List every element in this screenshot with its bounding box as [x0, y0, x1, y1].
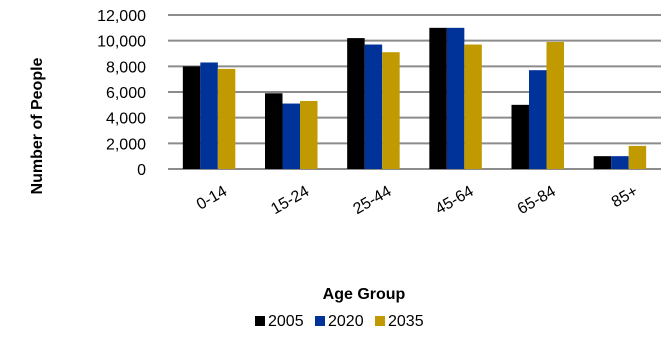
- legend-swatch-2035: [375, 316, 385, 326]
- bar-2020-0-14: [200, 62, 218, 169]
- bar-2020-15-24: [282, 103, 300, 169]
- bar-2035-15-24: [300, 100, 318, 169]
- bar-2020-45-64: [446, 27, 465, 170]
- x-tick-label: 45-64: [433, 183, 477, 218]
- bar-2020-85+: [611, 156, 629, 169]
- y-axis-title: Number of People: [29, 57, 46, 194]
- legend-swatch-2020: [315, 316, 325, 326]
- x-tick-label: 25-44: [350, 183, 394, 218]
- legend-label: 2005: [268, 313, 304, 330]
- legend-label: 2035: [388, 313, 424, 330]
- bar-2005-15-24: [265, 93, 283, 169]
- bar-2035-25-44: [382, 52, 400, 169]
- bar-2035-65-84: [546, 41, 564, 170]
- x-tick-label: 85+: [609, 183, 641, 211]
- bar-2005-85+: [593, 156, 612, 169]
- bars: [182, 27, 647, 170]
- y-tick-label: 10,000: [97, 34, 146, 51]
- y-tick-label: 4,000: [106, 111, 146, 128]
- x-tick-label: 15-24: [268, 183, 312, 218]
- legend: 2005 2020 2035: [255, 313, 424, 330]
- y-tick-label: 6,000: [106, 85, 146, 102]
- legend-swatch-2005: [255, 316, 265, 326]
- bar-2005-25-44: [347, 38, 365, 169]
- y-tick-label: 12,000: [97, 8, 146, 25]
- legend-label: 2020: [328, 313, 364, 330]
- bar-2020-65-84: [529, 70, 547, 169]
- x-tick-label: 0-14: [194, 183, 230, 214]
- x-axis-tick-labels: 0-14 15-24 25-44 45-64 65-84 85+: [194, 183, 641, 218]
- bar-2005-65-84: [511, 104, 529, 169]
- y-tick-label: 8,000: [106, 59, 146, 76]
- bar-2035-85+: [628, 145, 647, 169]
- x-tick-label: 65-84: [515, 183, 559, 218]
- bar-2035-45-64: [464, 44, 482, 170]
- gridlines: [168, 14, 661, 170]
- bar-2020-25-44: [364, 44, 383, 170]
- y-tick-label: 2,000: [106, 136, 146, 153]
- bar-2035-0-14: [217, 68, 236, 169]
- y-tick-label: 0: [137, 162, 146, 179]
- y-axis-tick-labels: 0 2,000 4,000 6,000 8,000 10,000 12,000: [97, 8, 146, 179]
- bar-2005-45-64: [429, 27, 447, 170]
- x-axis-title: Age Group: [323, 286, 406, 303]
- bar-2005-0-14: [182, 66, 201, 169]
